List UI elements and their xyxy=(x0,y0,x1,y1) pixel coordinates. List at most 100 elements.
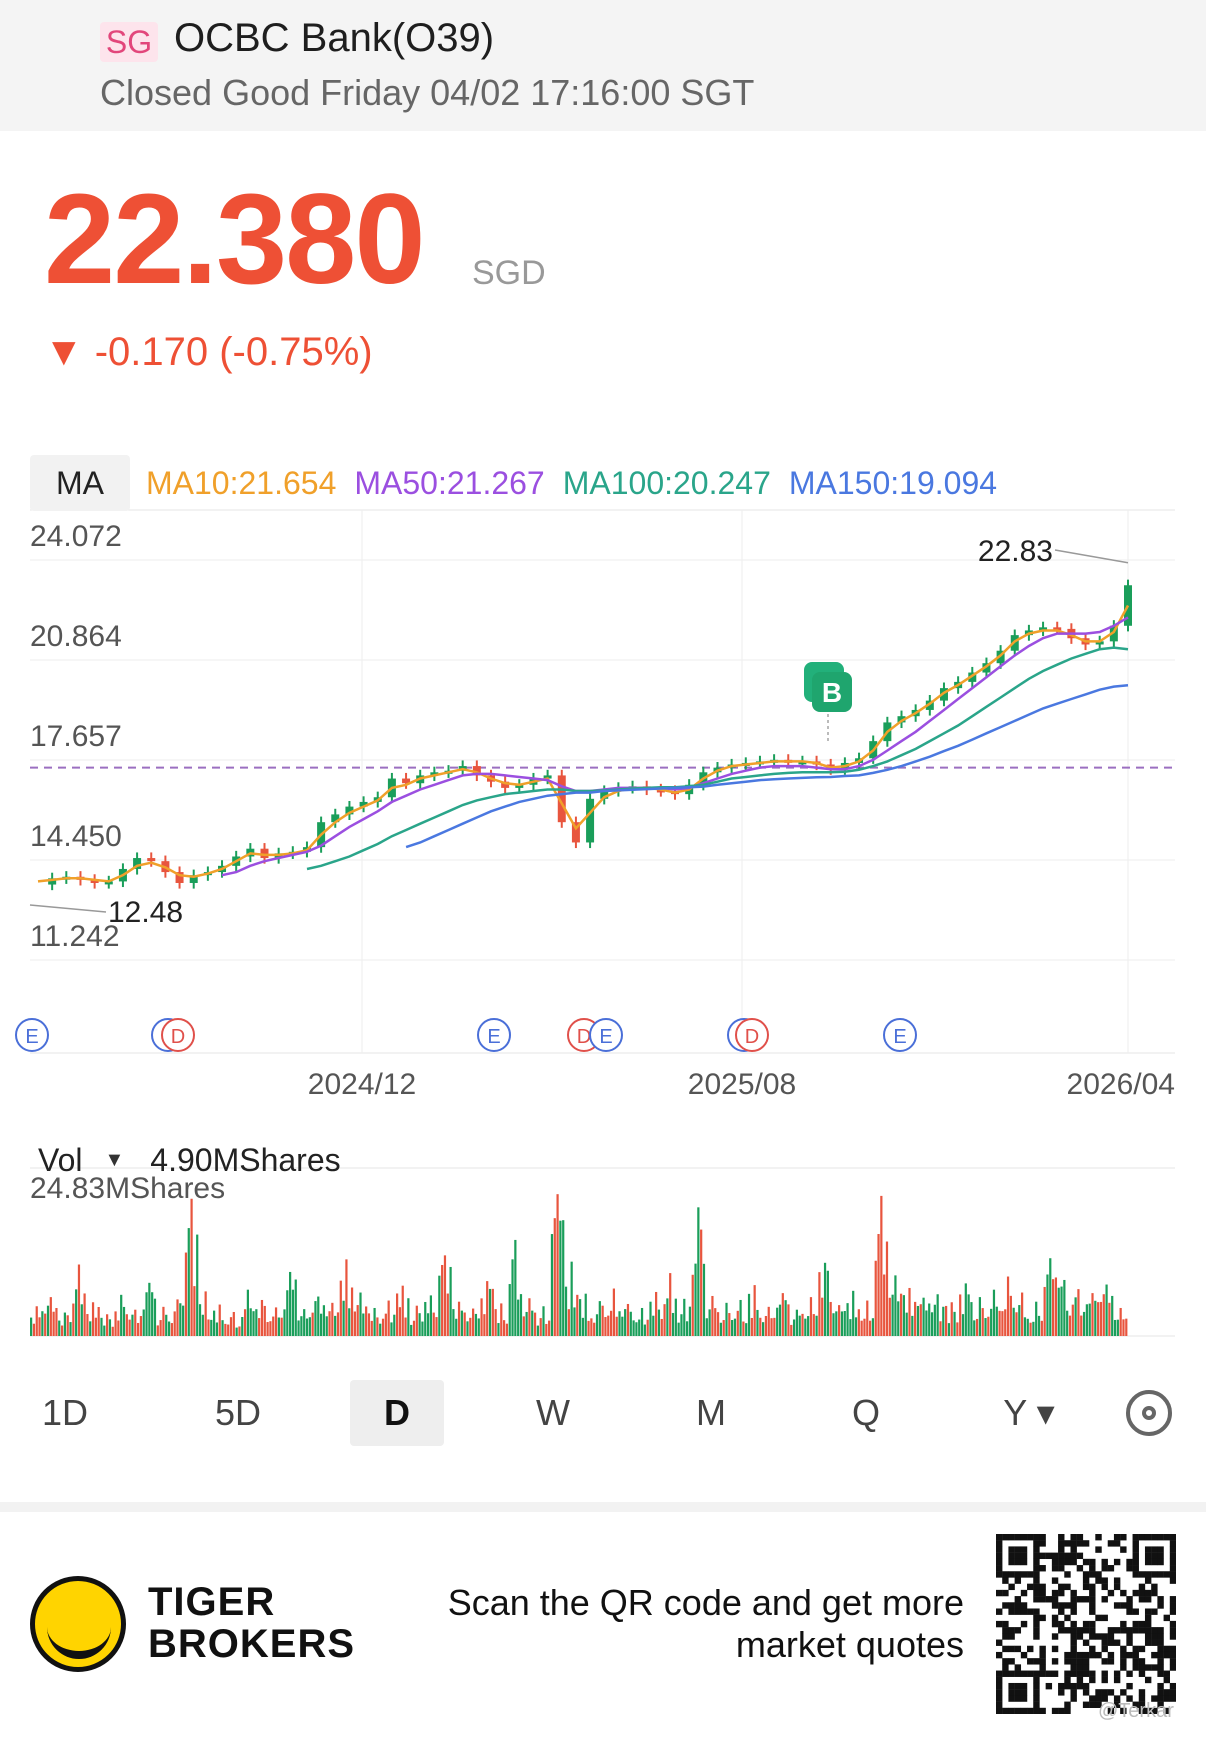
qr-module xyxy=(1113,1695,1121,1702)
volume-bar xyxy=(640,1307,644,1336)
qr-module xyxy=(1014,1664,1022,1671)
period-weekly[interactable]: W xyxy=(536,1392,570,1433)
period-yearly[interactable]: Y ▾ xyxy=(1003,1392,1055,1433)
volume-bar xyxy=(801,1313,804,1336)
qr-module xyxy=(1020,1620,1028,1628)
qr-module xyxy=(1157,1695,1164,1702)
qr-module xyxy=(1082,1664,1090,1671)
qr-module xyxy=(1157,1596,1164,1603)
qr-module xyxy=(1033,1658,1040,1665)
volume-bar xyxy=(854,1317,858,1336)
volume-bar xyxy=(621,1316,624,1336)
qr-module xyxy=(1138,1627,1146,1634)
candle-body xyxy=(557,775,566,823)
volume-bar xyxy=(638,1319,641,1336)
volume-bar xyxy=(502,1320,506,1336)
price-chart[interactable]: 24.072 20.864 17.657 14.450 11.242 2024/12 202… xyxy=(0,450,1206,1350)
qr-module xyxy=(1051,1602,1059,1609)
qr-module xyxy=(1002,1670,1009,1677)
period-1d[interactable]: 1D xyxy=(41,1392,89,1433)
qr-module xyxy=(1169,1689,1176,1696)
period-daily[interactable]: D xyxy=(350,1380,444,1446)
qr-module xyxy=(1095,1534,1102,1541)
qr-module xyxy=(1070,1645,1077,1653)
qr-module xyxy=(1058,1682,1065,1690)
volume-bar xyxy=(570,1261,573,1336)
qr-module xyxy=(996,1695,1003,1702)
qr-module xyxy=(1064,1676,1071,1684)
volume-bar xyxy=(905,1312,908,1336)
volume-bar xyxy=(956,1322,959,1336)
volume-bar xyxy=(826,1270,829,1336)
qr-code-icon xyxy=(996,1534,1176,1714)
qr-module xyxy=(1064,1571,1071,1578)
qr-module xyxy=(1101,1596,1108,1603)
period-quarterly[interactable]: Q xyxy=(851,1392,880,1433)
qr-module xyxy=(1020,1602,1028,1609)
qr-module xyxy=(1027,1583,1034,1591)
volume-bar xyxy=(784,1300,787,1336)
qr-module xyxy=(996,1639,1003,1646)
volume-bar xyxy=(928,1303,931,1336)
qr-module xyxy=(1107,1565,1115,1572)
qr-module xyxy=(1126,1651,1133,1659)
qr-module xyxy=(1033,1633,1040,1640)
candle-body xyxy=(472,766,481,776)
qr-module xyxy=(1126,1602,1133,1609)
volume-bar xyxy=(916,1305,920,1336)
qr-module xyxy=(1027,1645,1034,1653)
qr-module xyxy=(1058,1546,1065,1553)
qr-module xyxy=(1157,1689,1164,1696)
chart-settings-icon[interactable] xyxy=(1126,1390,1172,1436)
qr-module xyxy=(1101,1658,1108,1665)
qr-module xyxy=(1039,1596,1046,1603)
qr-module xyxy=(1070,1695,1077,1702)
qr-module xyxy=(1095,1633,1102,1640)
period-monthly[interactable]: M xyxy=(696,1392,726,1433)
event-marker: E xyxy=(589,1018,623,1052)
volume-bar xyxy=(576,1294,579,1336)
caret-down-icon[interactable]: ▼ xyxy=(104,1149,125,1171)
volume-bar xyxy=(809,1297,813,1336)
qr-module xyxy=(1076,1670,1084,1677)
qr-module xyxy=(1151,1664,1158,1671)
volume-bar xyxy=(922,1297,925,1336)
qr-module xyxy=(1101,1577,1108,1584)
volume-bar xyxy=(821,1297,824,1336)
volume-bar xyxy=(249,1308,252,1336)
volume-bar xyxy=(184,1252,188,1336)
volume-bar xyxy=(429,1295,432,1336)
volume-bar xyxy=(291,1289,295,1336)
volume-bar xyxy=(204,1291,207,1336)
volume-bar xyxy=(646,1319,649,1336)
qr-module xyxy=(996,1558,1003,1566)
qr-module xyxy=(1095,1701,1102,1708)
qr-module xyxy=(1126,1558,1133,1566)
period-5d[interactable]: 5D xyxy=(214,1392,262,1433)
volume-bar xyxy=(58,1320,61,1336)
qr-module xyxy=(1076,1682,1084,1690)
volume-label[interactable]: Vol xyxy=(38,1142,83,1178)
volume-bar xyxy=(266,1322,269,1336)
qr-module xyxy=(1169,1608,1176,1615)
qr-module xyxy=(1008,1645,1015,1653)
qr-module xyxy=(1163,1571,1170,1578)
qr-module xyxy=(1014,1552,1022,1560)
volume-bar xyxy=(1054,1277,1058,1336)
volume-bar xyxy=(990,1308,993,1336)
qr-module xyxy=(1120,1707,1127,1714)
qr-module xyxy=(1095,1689,1102,1696)
ma-button[interactable]: MA xyxy=(30,455,130,511)
volume-bar xyxy=(314,1301,317,1336)
qr-module xyxy=(1002,1658,1009,1665)
volume-bar xyxy=(773,1317,776,1336)
volume-bar xyxy=(215,1322,219,1336)
qr-module xyxy=(1132,1651,1139,1659)
volume-header[interactable]: Vol ▼ 4.90MShares xyxy=(38,1142,341,1179)
y-tick-label: 14.450 xyxy=(30,820,122,853)
qr-module xyxy=(1070,1596,1077,1603)
volume-bar xyxy=(691,1274,694,1336)
qr-module xyxy=(1089,1701,1096,1708)
qr-module xyxy=(1045,1682,1053,1690)
qr-module xyxy=(1151,1608,1158,1615)
